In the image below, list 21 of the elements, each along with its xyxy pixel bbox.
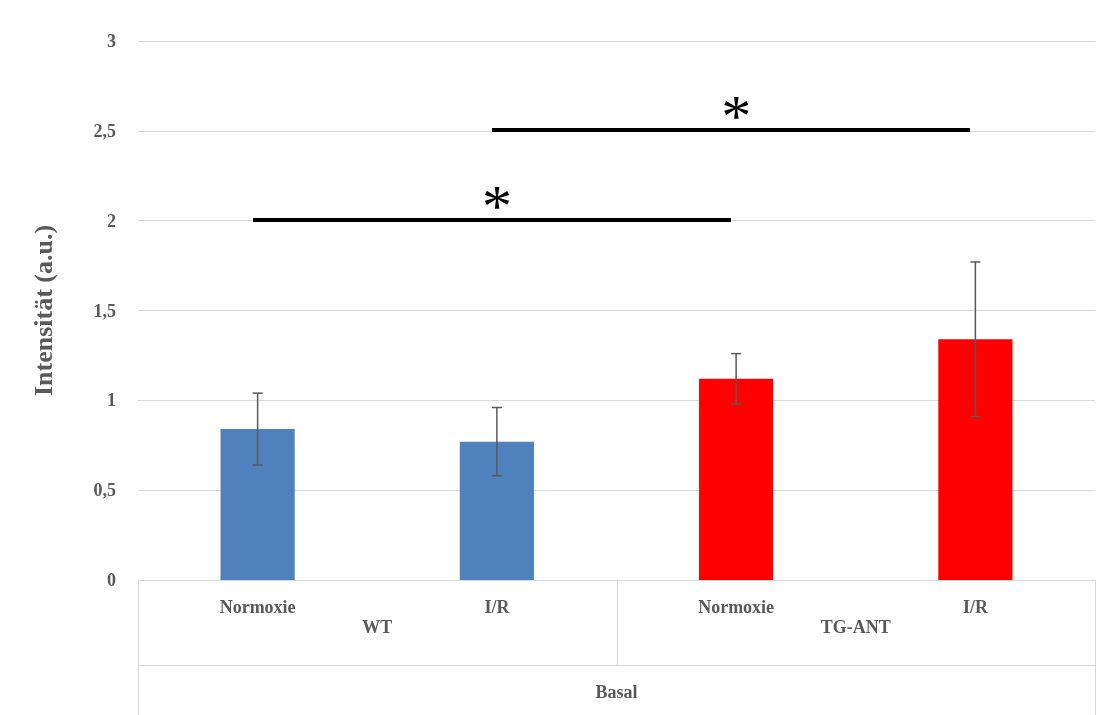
y-tick-label: 1 <box>107 390 116 411</box>
bar <box>459 441 534 580</box>
x-tick-label: Normoxie <box>698 597 775 617</box>
y-tick-label: 2,5 <box>93 120 116 141</box>
text: TG-ANT <box>819 617 892 638</box>
text: Basal <box>594 682 639 703</box>
x-tick-label: I/R <box>962 597 989 617</box>
y-tick-label: 3 <box>107 31 116 51</box>
annotation: * <box>720 83 753 150</box>
y-tick-label: 1,5 <box>93 300 116 321</box>
bar <box>938 339 1013 580</box>
text: WT <box>361 617 394 638</box>
bar <box>220 429 295 580</box>
y-tick-label: 2 <box>107 210 116 231</box>
y-axis-title: Intensität (a.u.) <box>28 224 58 397</box>
y-tick-label: 0,5 <box>93 480 116 501</box>
annotation: * <box>480 173 513 240</box>
x-tick-label: Normoxie <box>219 597 296 617</box>
y-tick-label: 0 <box>107 570 116 590</box>
x-tick-label: I/R <box>484 597 511 617</box>
bar <box>699 378 774 580</box>
